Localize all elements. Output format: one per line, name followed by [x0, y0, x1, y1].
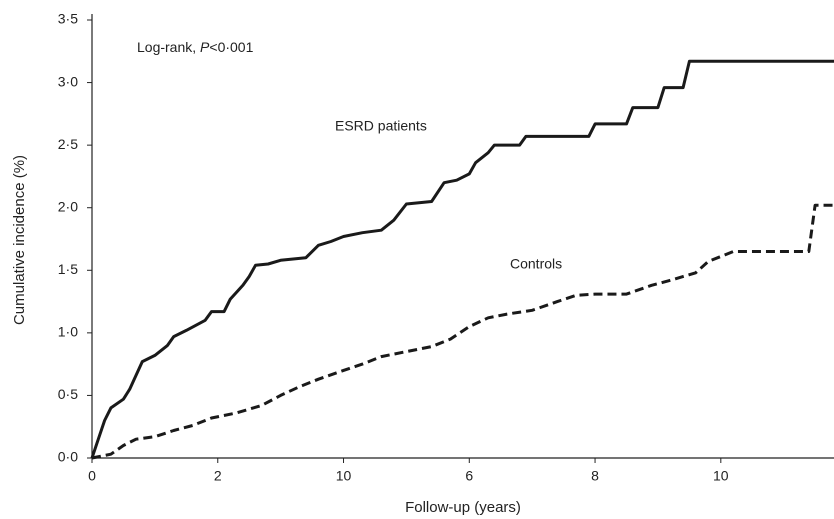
series-line — [91, 203, 834, 460]
series-label: ESRD patients — [335, 118, 427, 134]
x-tick-label: 6 — [465, 468, 473, 484]
y-tick-label: 3·0 — [58, 73, 78, 89]
x-axis-label: Follow-up (years) — [405, 499, 521, 516]
y-tick-label: 3·5 — [58, 11, 78, 27]
y-tick-label: 0·0 — [58, 449, 78, 465]
x-tick-label: 10 — [336, 468, 352, 484]
x-tick-label: 2 — [214, 468, 222, 484]
y-tick-label: 2·5 — [58, 136, 78, 152]
annotation-text: P — [200, 39, 210, 55]
y-tick-label: 1·0 — [58, 324, 78, 340]
x-tick-label: 10 — [713, 468, 729, 484]
series-label: Controls — [510, 256, 562, 272]
x-tick-label: 8 — [591, 468, 599, 484]
y-tick-label: 0·5 — [58, 386, 78, 402]
y-tick-label: 2·0 — [58, 198, 78, 214]
annotation-text: Log-rank, — [137, 39, 200, 55]
annotation-text: <0·001 — [209, 39, 253, 55]
series-line — [90, 59, 834, 459]
y-axis-label: Cumulative incidence (%) — [11, 155, 28, 325]
annotation: Log-rank, P<0·001 — [137, 39, 254, 55]
y-tick-label: 1·5 — [58, 261, 78, 277]
x-tick-label: 0 — [88, 468, 96, 484]
